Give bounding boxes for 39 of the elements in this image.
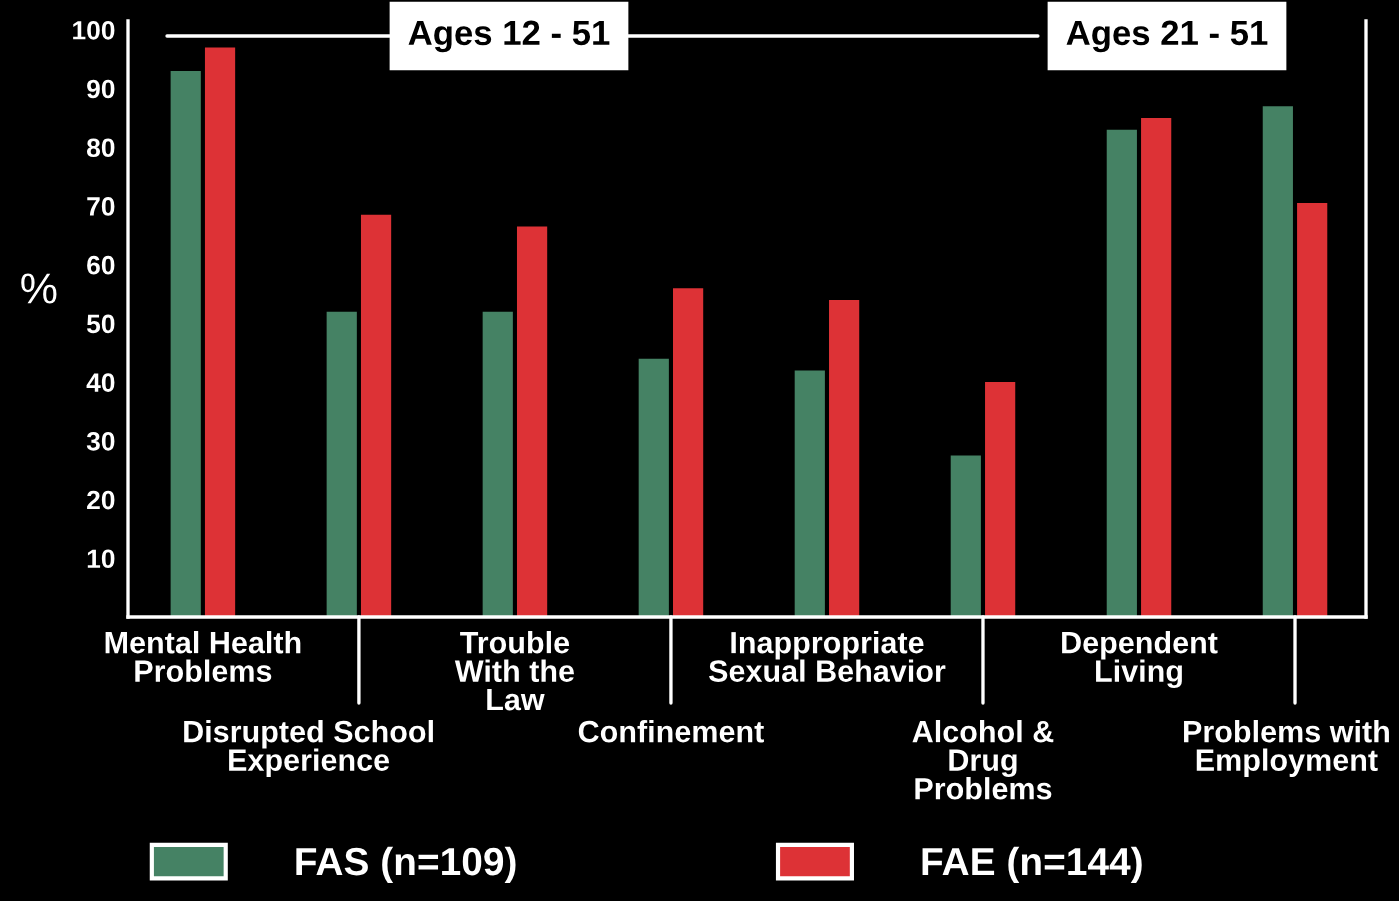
annotation: Ages 21 - 51 (1066, 20, 1268, 53)
y-tick-label: 50 (86, 314, 115, 334)
x-tick-label: Inappropriate Sexual Behavior (708, 631, 946, 682)
bar (482, 311, 513, 617)
bar (1297, 203, 1328, 617)
x-tick-label: Problems with Employment (1184, 720, 1389, 777)
bar (1262, 106, 1293, 617)
bar (829, 299, 860, 617)
bar (794, 370, 825, 617)
y-tick-label: 40 (86, 373, 115, 392)
bar (1106, 129, 1137, 617)
x-tick-label: Trouble With the Law (454, 631, 574, 711)
y-tick-label: 80 (86, 138, 115, 158)
bar (170, 70, 201, 617)
y-tick-label: 20 (87, 490, 115, 510)
bar (360, 214, 392, 617)
bar (204, 47, 236, 617)
bar (326, 311, 357, 617)
x-tick-label: Mental Health Problems (105, 631, 301, 682)
bar (638, 358, 669, 617)
y-axis-title: % (21, 273, 57, 304)
legend-label: FAE (n=144) (922, 846, 1142, 884)
bar (950, 455, 981, 617)
y-tick-label: 30 (86, 431, 115, 451)
legend-label: FAS (n=109) (296, 846, 516, 884)
x-tick-label: Disrupted School Experience (184, 720, 433, 777)
x-tick-label: Confinement (578, 720, 764, 743)
y-tick-label: 100 (73, 20, 115, 40)
bar (1141, 117, 1172, 617)
bar (516, 226, 548, 617)
y-tick-label: 70 (87, 197, 115, 216)
y-tick-label: 10 (87, 549, 115, 569)
bar (673, 288, 704, 617)
y-tick-label: 60 (87, 255, 115, 275)
annotation: Ages 12 - 51 (408, 20, 610, 53)
x-tick-label: Alcohol & Drug Problems (912, 720, 1054, 800)
x-tick-label: Dependent Living (1062, 631, 1218, 689)
y-tick-label: 90 (87, 79, 115, 99)
bar (985, 382, 1016, 617)
